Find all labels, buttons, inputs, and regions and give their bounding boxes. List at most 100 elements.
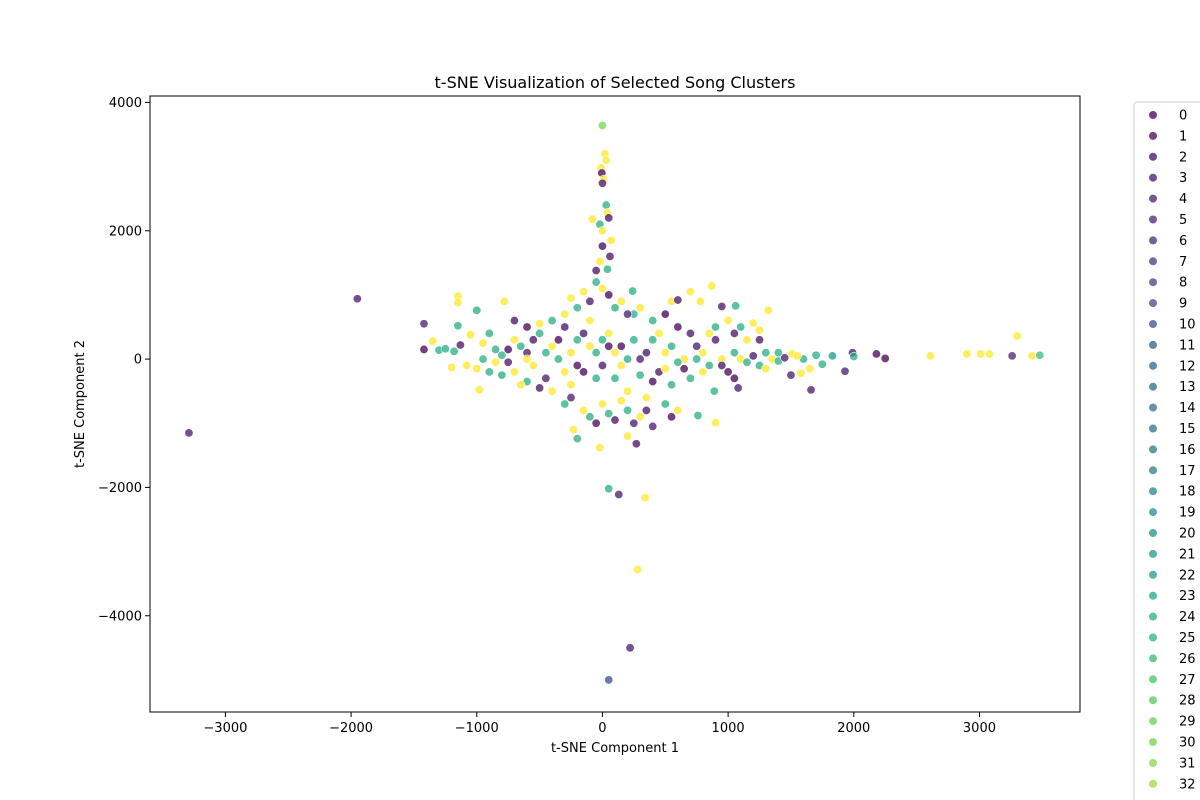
data-point — [585, 316, 595, 326]
data-point — [604, 409, 614, 419]
data-point — [616, 360, 626, 370]
legend-frame — [1133, 101, 1200, 800]
data-point — [640, 493, 650, 503]
y-tick-label: 0 — [134, 353, 142, 368]
plot-area-frame — [149, 95, 1081, 713]
data-point — [641, 393, 651, 403]
legend-label: 18 — [1179, 485, 1196, 500]
data-point — [585, 412, 595, 422]
legend-label: 8 — [1179, 276, 1187, 291]
data-point — [733, 383, 743, 393]
data-point — [633, 565, 643, 575]
legend-label: 4 — [1179, 192, 1187, 207]
legend-label: 19 — [1179, 506, 1196, 521]
data-point — [629, 418, 639, 428]
legend-marker — [1149, 696, 1157, 705]
data-point — [623, 386, 633, 396]
legend-label: 21 — [1179, 547, 1196, 562]
legend-label: 9 — [1179, 297, 1187, 312]
data-point — [604, 328, 614, 338]
data-point — [755, 335, 765, 345]
x-tick-label: −2000 — [329, 721, 373, 736]
data-point — [579, 367, 589, 377]
data-point — [566, 348, 576, 358]
data-point — [763, 305, 773, 315]
data-point — [648, 335, 658, 345]
data-point — [698, 367, 708, 377]
data-point — [509, 367, 519, 377]
data-point — [1007, 351, 1017, 361]
legend-marker — [1149, 236, 1157, 245]
y-tick-label: 2000 — [109, 224, 142, 239]
legend-label: 14 — [1179, 401, 1196, 416]
legend-label: 20 — [1179, 527, 1196, 542]
data-point — [748, 351, 758, 361]
data-point — [648, 421, 658, 431]
data-point — [786, 370, 796, 380]
x-tick-label: −3000 — [203, 721, 247, 736]
data-point — [792, 351, 802, 361]
legend-marker — [1149, 403, 1157, 412]
data-point — [455, 340, 465, 350]
data-point — [817, 359, 827, 369]
data-point — [585, 296, 595, 306]
data-point — [465, 330, 475, 340]
x-tick-label: 3000 — [963, 721, 996, 736]
chart-title: t-SNE Visualization of Selected Song Clu… — [435, 73, 796, 92]
data-point — [631, 439, 641, 449]
data-point — [484, 328, 494, 338]
data-point — [729, 348, 739, 358]
legend-marker — [1149, 654, 1157, 663]
y-axis-title: t-SNE Component 2 — [73, 340, 88, 468]
data-point — [849, 352, 859, 362]
data-point — [660, 364, 670, 374]
data-point — [566, 293, 576, 303]
data-point — [462, 360, 472, 370]
data-point — [692, 341, 702, 351]
legend-marker — [1149, 340, 1157, 349]
data-point — [604, 290, 614, 300]
data-point — [591, 373, 601, 383]
data-point — [723, 316, 733, 326]
x-tick-label: 2000 — [837, 721, 870, 736]
data-point — [610, 415, 620, 425]
legend-marker — [1149, 215, 1157, 224]
data-point — [748, 318, 758, 328]
x-tick-label: 0 — [598, 721, 606, 736]
data-point — [491, 344, 501, 354]
data-point — [428, 336, 438, 346]
data-point — [761, 348, 771, 358]
data-point — [591, 418, 601, 428]
data-point — [535, 319, 545, 329]
legend-marker — [1149, 779, 1157, 788]
data-point — [440, 344, 450, 354]
data-point — [560, 309, 570, 319]
data-point — [679, 364, 689, 374]
points-layer — [184, 121, 1045, 685]
data-point — [572, 434, 582, 444]
data-point — [755, 325, 765, 335]
data-point — [528, 335, 538, 345]
legend-label: 28 — [1179, 694, 1196, 709]
data-point — [610, 348, 620, 358]
data-point — [635, 370, 645, 380]
data-point — [535, 383, 545, 393]
data-point — [709, 386, 719, 396]
data-point — [453, 321, 463, 331]
data-point — [660, 348, 670, 358]
data-point — [976, 349, 986, 359]
legend-marker — [1149, 675, 1157, 684]
data-point — [648, 316, 658, 326]
data-point — [541, 348, 551, 358]
data-point — [503, 344, 513, 354]
data-point — [736, 322, 746, 332]
legend-label: 6 — [1179, 234, 1187, 249]
data-point — [667, 412, 677, 422]
legend-label: 32 — [1179, 777, 1196, 792]
data-point — [629, 335, 639, 345]
legend-label: 24 — [1179, 610, 1196, 625]
data-point — [635, 412, 645, 422]
legend-marker — [1149, 278, 1157, 287]
legend-label: 12 — [1179, 359, 1196, 374]
data-point — [597, 360, 607, 370]
